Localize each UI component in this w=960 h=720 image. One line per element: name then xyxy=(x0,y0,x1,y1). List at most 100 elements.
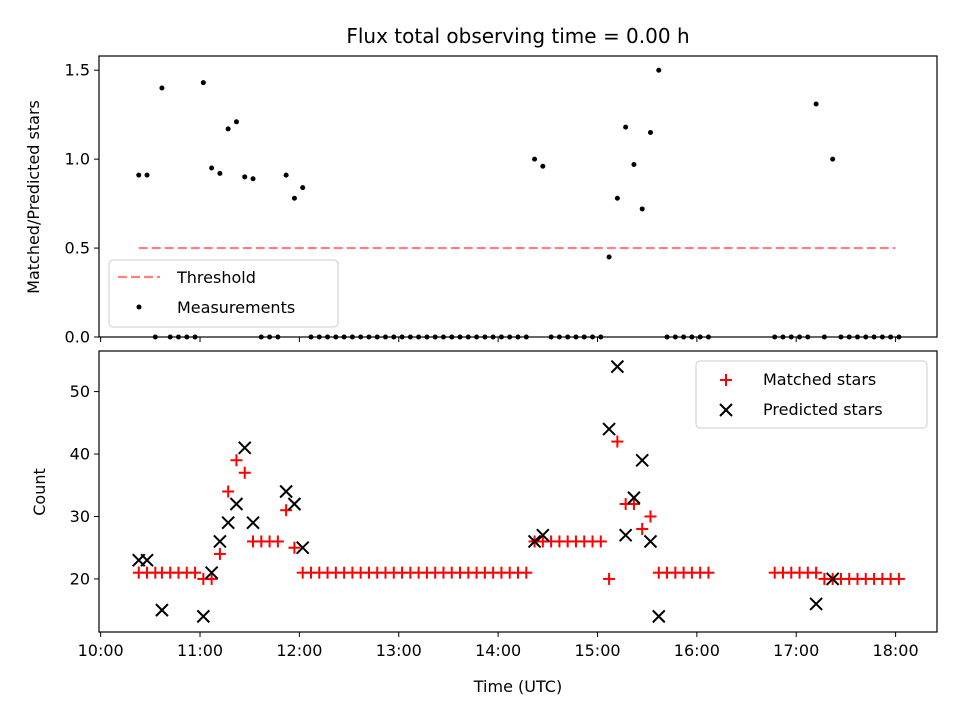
measurement-point-12 xyxy=(233,119,239,125)
x-tick-label-7: 17:00 xyxy=(773,641,819,660)
top-legend: Threshold Measurements xyxy=(108,259,339,328)
matched-star-point-13 xyxy=(238,466,251,479)
matched-star-point-19 xyxy=(288,541,301,554)
measurement-point-0 xyxy=(136,172,142,178)
predicted-star-point-21 xyxy=(652,609,666,624)
x-axis-label: Time (UTC) xyxy=(473,677,562,696)
measurement-point-53 xyxy=(573,334,579,340)
measurement-point-26 xyxy=(349,334,355,340)
measurement-point-71 xyxy=(780,334,786,340)
predicted-points xyxy=(132,359,840,624)
measurement-point-74 xyxy=(805,334,811,340)
predicted-star-point-22 xyxy=(809,597,823,611)
measurement-point-36 xyxy=(432,334,438,340)
measurement-point-20 xyxy=(300,185,306,191)
matched-star-point-18 xyxy=(280,504,293,517)
measurement-point-65 xyxy=(672,334,678,340)
measurement-point-58 xyxy=(614,195,620,201)
measurement-point-35 xyxy=(424,334,430,340)
bottom-legend-predicted-swatch xyxy=(719,403,733,417)
measurement-point-33 xyxy=(407,334,413,340)
predicted-star-point-17 xyxy=(618,528,633,542)
measurement-point-55 xyxy=(590,334,596,340)
measurement-point-63 xyxy=(656,67,662,73)
measurement-point-69 xyxy=(705,334,711,340)
measurement-point-29 xyxy=(374,334,380,340)
x-tick-label-5: 15:00 xyxy=(574,641,620,660)
measurement-point-67 xyxy=(689,334,695,340)
measurement-point-48 xyxy=(532,156,538,162)
predicted-star-point-14 xyxy=(536,528,550,542)
measurement-point-31 xyxy=(391,334,397,340)
matched-star-point-58 xyxy=(611,435,624,448)
measurement-point-15 xyxy=(258,334,264,340)
measurement-point-9 xyxy=(209,165,215,171)
x-tick-label-8: 18:00 xyxy=(873,641,919,660)
x-tick-label-0: 10:00 xyxy=(78,641,124,660)
predicted-star-point-20 xyxy=(643,534,658,549)
bottom-y-axis-label: Count xyxy=(30,468,49,516)
measurement-point-54 xyxy=(581,334,587,340)
measurement-point-10 xyxy=(217,170,223,176)
measurement-point-8 xyxy=(200,80,206,86)
measurement-point-47 xyxy=(523,334,529,340)
top-legend-measurements-label: Measurements xyxy=(177,298,295,317)
predicted-star-point-12 xyxy=(295,540,310,555)
x-tick-label-3: 13:00 xyxy=(376,641,422,660)
measurement-point-28 xyxy=(366,334,372,340)
x-tick-label-2: 12:00 xyxy=(276,641,322,660)
predicted-star-point-4 xyxy=(204,565,219,580)
predicted-star-point-9 xyxy=(246,516,260,530)
measurement-point-32 xyxy=(399,334,405,340)
measurement-point-77 xyxy=(830,156,836,162)
predicted-star-point-10 xyxy=(279,484,293,499)
top-y-tick-label-1: 0.5 xyxy=(65,239,90,258)
measurement-point-37 xyxy=(440,334,446,340)
measurement-point-79 xyxy=(846,334,852,340)
measurement-point-81 xyxy=(863,334,869,340)
measurement-point-43 xyxy=(490,334,496,340)
matched-star-point-69 xyxy=(702,566,715,579)
measurement-point-73 xyxy=(797,334,803,340)
measurement-point-23 xyxy=(325,334,331,340)
measurement-point-56 xyxy=(598,334,604,340)
matched-star-point-9 xyxy=(205,572,218,585)
measurement-point-27 xyxy=(358,334,364,340)
predicted-star-point-18 xyxy=(627,491,641,505)
matched-star-point-62 xyxy=(644,510,657,523)
predicted-star-point-13 xyxy=(527,534,542,549)
measurement-point-66 xyxy=(681,334,687,340)
measurement-point-13 xyxy=(242,174,248,180)
measurement-point-4 xyxy=(167,334,173,340)
bottom-y-tick-label-1: 30 xyxy=(70,507,90,526)
bottom-y-ticks: 20 30 40 50 xyxy=(70,382,99,588)
measurement-point-25 xyxy=(341,334,347,340)
predicted-star-point-6 xyxy=(221,516,235,530)
measurement-points xyxy=(136,67,902,340)
measurement-point-38 xyxy=(449,334,455,340)
measurement-point-46 xyxy=(515,334,521,340)
matched-points xyxy=(132,435,905,585)
top-y-tick-label-3: 1.5 xyxy=(65,61,90,80)
top-y-tick-label-2: 1.0 xyxy=(65,150,90,169)
measurement-point-19 xyxy=(291,195,297,201)
measurement-point-18 xyxy=(283,172,289,178)
matched-star-point-10 xyxy=(213,547,226,560)
x-tick-label-6: 16:00 xyxy=(674,641,720,660)
bottom-y-tick-label-0: 20 xyxy=(70,569,90,588)
measurement-point-51 xyxy=(556,334,562,340)
measurement-point-11 xyxy=(225,126,231,132)
top-y-axis-label: Matched/Predicted stars xyxy=(24,100,43,294)
top-legend-measurements-swatch xyxy=(136,304,142,310)
measurement-point-34 xyxy=(416,334,422,340)
bottom-legend-matched-label: Matched stars xyxy=(763,370,876,389)
predicted-star-point-7 xyxy=(229,497,244,511)
measurement-point-17 xyxy=(275,334,281,340)
measurement-point-40 xyxy=(465,334,471,340)
top-chart-title: Flux total observing time = 0.00 h xyxy=(346,24,689,48)
measurement-point-82 xyxy=(871,334,877,340)
measurement-point-22 xyxy=(316,334,322,340)
measurement-point-60 xyxy=(631,161,637,167)
bottom-legend-predicted-label: Predicted stars xyxy=(763,400,883,419)
